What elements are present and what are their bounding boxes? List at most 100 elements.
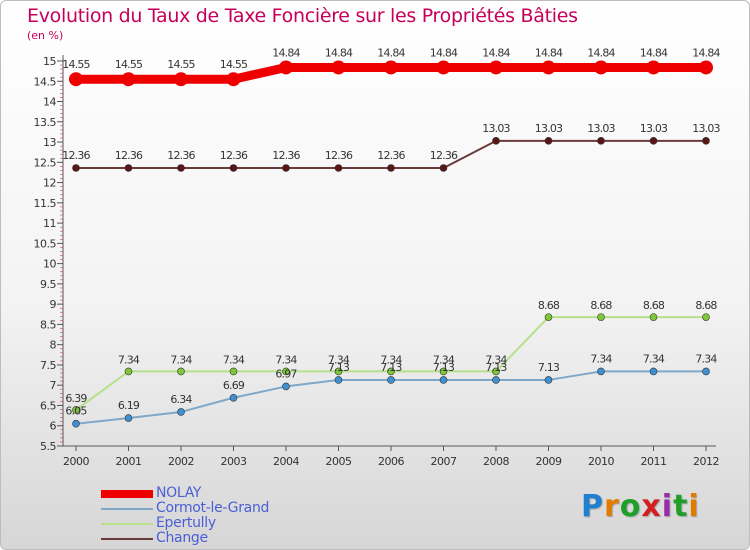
y-tick-label: 11.5 [34,197,57,210]
y-tick-label: 13 [43,136,56,149]
point-cormot-le-grand [124,414,133,422]
point-nolay [699,60,713,75]
data-label-epertully: 7.34 [433,353,455,366]
point-epertully [282,367,290,376]
y-tick-label: 9 [50,298,57,311]
point-cormot-le-grand [492,376,500,384]
point-change [177,164,185,172]
data-label-nolay: 14.84 [430,46,458,59]
point-nolay [279,60,293,75]
data-label-epertully: 7.34 [275,353,297,366]
legend-label-epertully: Epertully [156,515,216,531]
point-epertully [649,313,658,321]
x-tick-label: 2000 [63,455,89,468]
data-label-change: 12.36 [220,149,248,162]
point-epertully [229,367,238,376]
data-label-change: 13.03 [482,122,510,135]
logo-letter: r [604,489,620,524]
data-label-nolay: 14.84 [377,46,405,59]
data-label-nolay: 14.84 [587,46,615,59]
legend-swatch-nolay [101,490,153,498]
point-nolay [594,60,608,75]
point-nolay [436,60,451,75]
point-nolay [226,72,241,87]
y-tick-label: 14.5 [34,75,57,88]
legend-swatch-epertully [101,523,153,525]
x-tick-label: 2004 [273,455,299,468]
data-label-change: 13.03 [640,122,668,135]
data-label-change: 13.03 [535,122,563,135]
point-change [282,164,290,172]
x-tick-label: 2008 [483,455,509,468]
y-tick-label: 11 [43,217,56,230]
data-label-cormot-le-grand: 6.34 [170,393,192,406]
y-tick-label: 15 [43,55,56,68]
y-tick-label: 7.5 [40,359,56,372]
logo-letter: t [673,489,689,524]
point-cormot-le-grand [597,367,605,376]
data-label-change: 12.36 [325,149,353,162]
y-tick-label: 10 [43,258,56,271]
point-nolay [646,60,661,75]
point-nolay [541,60,556,75]
point-change [544,137,553,145]
point-change [229,164,238,172]
y-tick-label: 8.5 [40,318,56,331]
data-label-change: 12.36 [430,149,458,162]
x-tick-label: 2005 [326,455,352,468]
point-change [492,137,500,145]
point-epertully [124,367,133,376]
data-label-epertully: 7.34 [485,353,507,366]
data-label-epertully: 8.68 [538,299,560,312]
logo-letter: o [619,489,642,524]
x-tick-label: 2011 [641,455,667,468]
point-epertully [334,367,343,376]
logo-letter: i [661,489,674,524]
data-label-cormot-le-grand: 7.34 [590,352,612,365]
data-label-change: 12.36 [272,149,300,162]
point-cormot-le-grand [177,408,185,416]
data-label-nolay: 14.55 [167,58,195,71]
point-nolay [121,72,136,87]
data-label-cormot-le-grand: 7.13 [538,361,560,374]
point-nolay [174,72,188,87]
point-change [72,164,80,172]
x-tick-label: 2007 [431,455,457,468]
data-label-change: 12.36 [115,149,143,162]
point-epertully [72,406,80,414]
data-label-cormot-le-grand: 6.69 [223,379,245,392]
data-label-epertully: 7.34 [118,353,140,366]
point-cormot-le-grand [282,382,290,391]
point-change [597,137,605,145]
data-label-nolay: 14.55 [62,58,90,71]
point-change [387,164,395,172]
data-label-nolay: 14.84 [482,46,510,59]
y-tick-label: 7 [50,379,57,392]
point-cormot-le-grand [702,367,710,376]
data-label-epertully: 7.34 [328,353,350,366]
data-label-change: 13.03 [587,122,615,135]
data-label-nolay: 14.84 [535,46,563,59]
point-nolay [489,60,503,75]
data-label-epertully: 8.68 [695,299,717,312]
point-nolay [384,60,398,75]
data-label-epertully: 7.34 [170,353,192,366]
point-cormot-le-grand [387,376,395,384]
legend-swatch-change [101,538,153,540]
y-tick-label: 10.5 [34,237,57,250]
logo-letter: x [641,489,662,524]
data-label-epertully: 7.34 [223,353,245,366]
data-label-cormot-le-grand: 7.13 [328,361,350,374]
data-label-cormot-le-grand: 7.34 [695,352,717,365]
point-cormot-le-grand [649,367,658,376]
point-epertully [492,367,500,376]
data-label-epertully: 8.68 [590,299,612,312]
data-label-nolay: 14.84 [640,46,668,59]
data-label-cormot-le-grand: 6.97 [275,367,297,380]
point-nolay [69,72,83,87]
y-tick-label: 6.5 [40,399,56,412]
y-tick-label: 14 [43,96,56,109]
point-cormot-le-grand [544,376,553,384]
y-tick-label: 13.5 [34,116,57,129]
